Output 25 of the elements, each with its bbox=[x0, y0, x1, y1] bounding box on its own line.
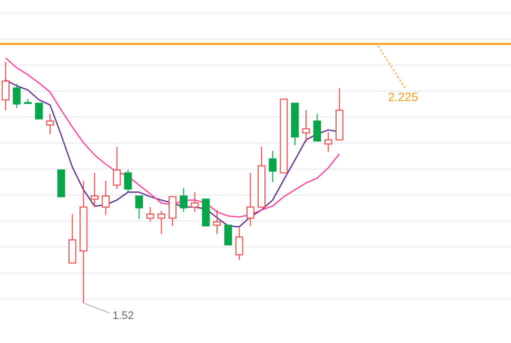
candlestick bbox=[313, 114, 322, 142]
candlestick bbox=[246, 172, 254, 226]
candlestick bbox=[90, 172, 98, 208]
candlestick bbox=[291, 102, 299, 146]
candlestick bbox=[68, 214, 76, 264]
candlestick bbox=[324, 132, 332, 152]
text: 1.52 bbox=[112, 310, 134, 322]
candlestick bbox=[157, 210, 166, 234]
candlestick bbox=[46, 114, 54, 135]
candlestick bbox=[102, 180, 110, 216]
candlestick bbox=[213, 209, 221, 234]
candlestick bbox=[258, 146, 266, 208]
candlestick bbox=[268, 150, 277, 183]
candlestick bbox=[336, 88, 344, 140]
candlestick bbox=[135, 195, 144, 220]
candlestick bbox=[24, 98, 32, 104]
candlestick bbox=[302, 110, 310, 143]
text: 2.225 bbox=[388, 90, 418, 104]
candlestick bbox=[80, 180, 88, 304]
candlestick bbox=[180, 188, 188, 212]
candlestick bbox=[146, 206, 154, 222]
candlestick bbox=[168, 196, 176, 226]
candlestick bbox=[112, 146, 121, 190]
candlestick bbox=[190, 192, 199, 212]
candlestick bbox=[235, 228, 244, 261]
